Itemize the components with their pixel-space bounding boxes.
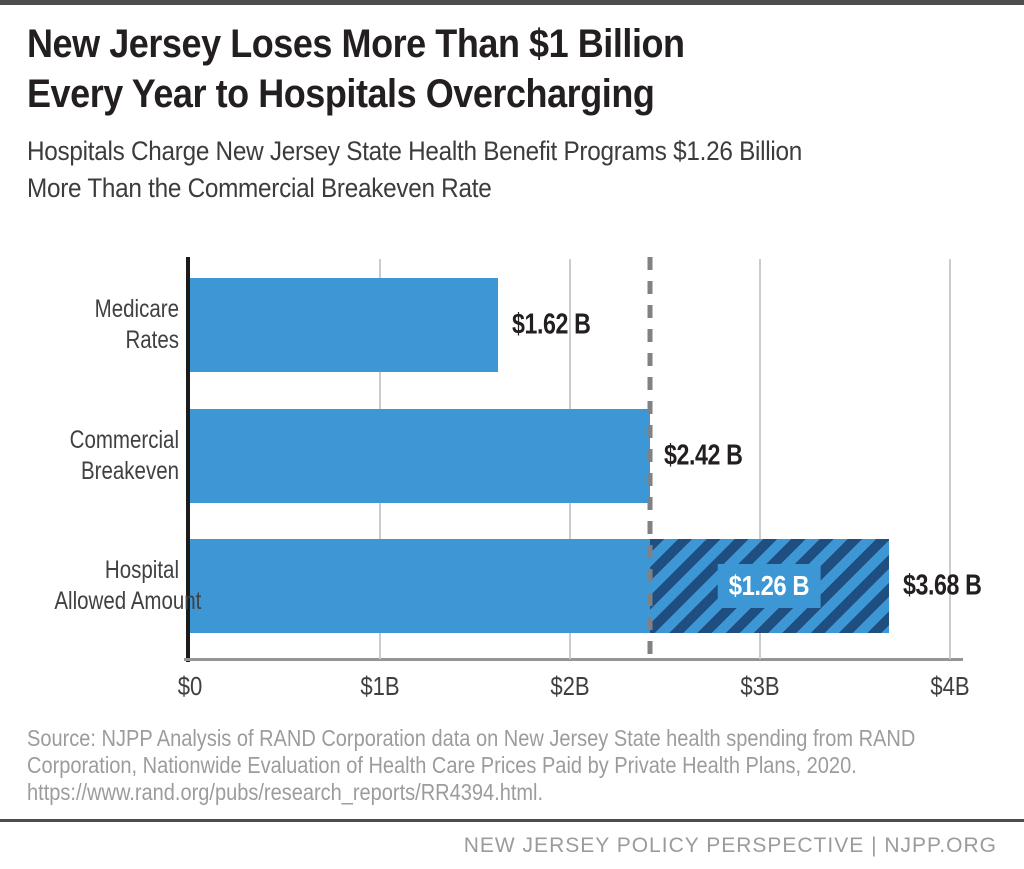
chart: $0 $1B $2B $3B $4B $1.62 B $2.42 B $1.26 B $3.68… (27, 257, 997, 705)
x-tick-label: $1B (360, 671, 400, 701)
footer-text: NEW JERSEY POLICY PERSPECTIVE | NJPP.ORG (463, 834, 997, 857)
breakeven-reference-line (647, 257, 653, 661)
bar-value-label-commercial-breakeven: $2.42 B (663, 439, 743, 472)
bar-row-hospital-allowed-amount: $1.26 B $3.68 B (190, 539, 982, 633)
bar-value-label-medicare-rates: $1.62 B (511, 308, 591, 341)
overcharge-value-badge: $1.26 B (718, 564, 821, 608)
category-label-line: Rates (125, 326, 179, 354)
category-label-hospital-allowed-amount: Hospital Allowed Amount (54, 555, 202, 617)
page-title-line-2: Every Year to Hospitals Overcharging (27, 72, 655, 116)
bar-medicare-rates (190, 278, 498, 372)
top-accent-bar (0, 0, 1024, 5)
chart-subtitle-line-1: Hospitals Charge New Jersey State Health… (27, 136, 803, 166)
gridline-$4B (949, 259, 951, 659)
x-tick-label: $3B (740, 671, 780, 701)
content: New Jersey Loses More Than $1 Billion Ev… (0, 19, 1024, 806)
x-tick-label: $0 (177, 671, 203, 701)
page-title: New Jersey Loses More Than $1 Billion Ev… (27, 19, 997, 119)
chart-subtitle: Hospitals Charge New Jersey State Health… (27, 133, 997, 207)
category-label-commercial-breakeven: Commercial Breakeven (54, 425, 179, 487)
y-axis (186, 257, 190, 662)
footer-divider (0, 819, 1024, 822)
chart-subtitle-line-2: More Than the Commercial Breakeven Rate (27, 173, 492, 203)
category-label-medicare-rates: Medicare Rates (54, 294, 179, 356)
bar-row-medicare-rates: $1.62 B (190, 278, 950, 372)
x-axis-line (184, 658, 963, 661)
source-line-1: Source: NJPP Analysis of RAND Corporatio… (27, 725, 916, 751)
source-line-2: Corporation, Nationwide Evaluation of He… (27, 752, 857, 778)
x-tick-label: $4B (930, 671, 970, 701)
page-title-line-1: New Jersey Loses More Than $1 Billion (27, 22, 685, 66)
bar-value-label-hospital-allowed-amount: $3.68 B (903, 569, 982, 602)
overcharge-hatch-segment: $1.26 B (649, 539, 890, 633)
category-label-line: Hospital (104, 556, 179, 584)
bar-row-commercial-breakeven: $2.42 B (190, 409, 950, 503)
category-label-line: Commercial (69, 426, 179, 454)
bar-commercial-breakeven (190, 409, 650, 503)
category-label-line: Medicare (94, 295, 179, 323)
category-label-line: Breakeven (80, 457, 179, 485)
gridline-$3B (759, 259, 761, 659)
category-label-line: Allowed Amount (54, 587, 202, 615)
x-tick-label: $2B (550, 671, 590, 701)
source-note: Source: NJPP Analysis of RAND Corporatio… (27, 725, 997, 806)
source-line-3: https://www.rand.org/pubs/research_repor… (27, 779, 544, 805)
plot-area: $0 $1B $2B $3B $4B $1.62 B $2.42 B $1.26 B $3.68… (178, 257, 982, 701)
